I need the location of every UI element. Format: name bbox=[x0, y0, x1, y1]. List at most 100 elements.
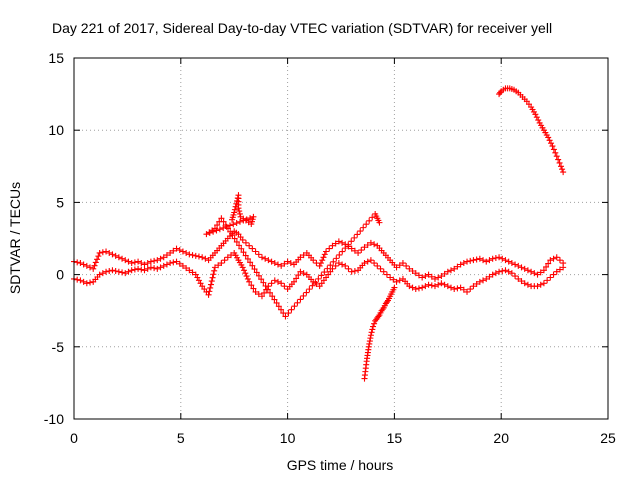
data-point bbox=[335, 238, 342, 245]
data-point bbox=[268, 280, 275, 287]
data-point bbox=[371, 260, 378, 267]
data-point bbox=[144, 265, 151, 272]
data-point bbox=[537, 269, 544, 276]
data-point bbox=[454, 285, 461, 292]
data-point bbox=[312, 279, 319, 286]
data-point bbox=[243, 273, 250, 280]
data-point bbox=[376, 219, 383, 226]
data-point bbox=[189, 269, 196, 276]
data-point bbox=[74, 276, 81, 283]
data-point bbox=[441, 270, 448, 277]
data-point bbox=[448, 267, 455, 274]
data-point bbox=[233, 238, 240, 245]
data-point bbox=[160, 262, 167, 269]
y-tick-label: -5 bbox=[52, 339, 65, 355]
chart-title: Day 221 of 2017, Sidereal Day-to-day VTE… bbox=[52, 20, 552, 36]
data-point bbox=[183, 249, 190, 256]
data-point bbox=[240, 249, 247, 256]
data-point bbox=[391, 284, 398, 291]
data-point bbox=[122, 257, 129, 264]
data-point bbox=[321, 269, 328, 276]
data-point bbox=[282, 313, 289, 320]
data-point bbox=[109, 251, 116, 258]
data-point bbox=[457, 284, 464, 291]
data-point bbox=[480, 277, 487, 284]
data-point bbox=[361, 244, 368, 251]
data-point bbox=[131, 266, 138, 273]
data-point bbox=[486, 273, 493, 280]
data-point bbox=[183, 265, 190, 272]
data-point bbox=[214, 222, 221, 229]
data-point bbox=[464, 258, 471, 265]
data-point bbox=[383, 271, 390, 278]
data-point bbox=[492, 270, 499, 277]
data-point bbox=[560, 264, 567, 271]
data-point bbox=[207, 284, 214, 291]
data-point bbox=[227, 228, 234, 235]
data-point bbox=[496, 268, 503, 275]
data-point bbox=[497, 89, 504, 96]
data-point bbox=[435, 281, 442, 288]
data-point bbox=[144, 260, 151, 267]
data-point bbox=[560, 169, 567, 176]
data-point bbox=[202, 255, 209, 262]
data-point bbox=[518, 264, 525, 271]
data-point bbox=[535, 117, 542, 124]
data-point bbox=[335, 260, 342, 267]
data-point bbox=[476, 255, 483, 262]
data-point bbox=[422, 273, 429, 280]
data-point bbox=[544, 277, 551, 284]
data-point bbox=[499, 267, 506, 274]
data-point bbox=[476, 278, 483, 285]
data-point bbox=[83, 280, 90, 287]
data-point bbox=[294, 299, 301, 306]
data-point bbox=[556, 159, 563, 166]
data-point bbox=[131, 259, 138, 266]
data-point bbox=[473, 256, 480, 263]
data-point bbox=[460, 260, 467, 267]
data-point bbox=[96, 249, 103, 256]
data-point bbox=[236, 208, 243, 215]
data-point bbox=[94, 256, 101, 263]
axis-ticks bbox=[73, 57, 609, 420]
data-point bbox=[300, 270, 307, 277]
data-point bbox=[540, 280, 547, 287]
data-point bbox=[548, 140, 555, 147]
data-point bbox=[271, 277, 278, 284]
data-point bbox=[208, 278, 215, 285]
data-point bbox=[534, 283, 541, 290]
data-point bbox=[508, 260, 515, 267]
data-point bbox=[80, 278, 87, 285]
data-point bbox=[278, 306, 285, 313]
data-point bbox=[167, 260, 174, 267]
data-point bbox=[231, 235, 238, 242]
data-point bbox=[367, 239, 374, 246]
data-point bbox=[409, 284, 416, 291]
data-point bbox=[324, 265, 331, 272]
data-point bbox=[403, 262, 410, 269]
data-point bbox=[531, 270, 538, 277]
data-point bbox=[297, 296, 304, 303]
data-point bbox=[457, 261, 464, 268]
data-point bbox=[444, 268, 451, 275]
data-point bbox=[186, 251, 193, 258]
data-point bbox=[309, 282, 316, 289]
data-point bbox=[179, 262, 186, 269]
data-point bbox=[486, 257, 493, 264]
data-point bbox=[310, 257, 317, 264]
data-point bbox=[528, 268, 535, 275]
data-point bbox=[521, 280, 528, 287]
data-point bbox=[99, 270, 106, 277]
data-point bbox=[77, 260, 84, 267]
data-point bbox=[225, 225, 232, 232]
data-point bbox=[543, 263, 550, 270]
data-point bbox=[252, 248, 259, 255]
data-point bbox=[553, 254, 560, 261]
data-point bbox=[492, 254, 499, 261]
data-point bbox=[321, 251, 328, 258]
data-point bbox=[332, 262, 339, 269]
data-point bbox=[412, 286, 419, 293]
data-point bbox=[157, 255, 164, 262]
data-point bbox=[303, 289, 310, 296]
